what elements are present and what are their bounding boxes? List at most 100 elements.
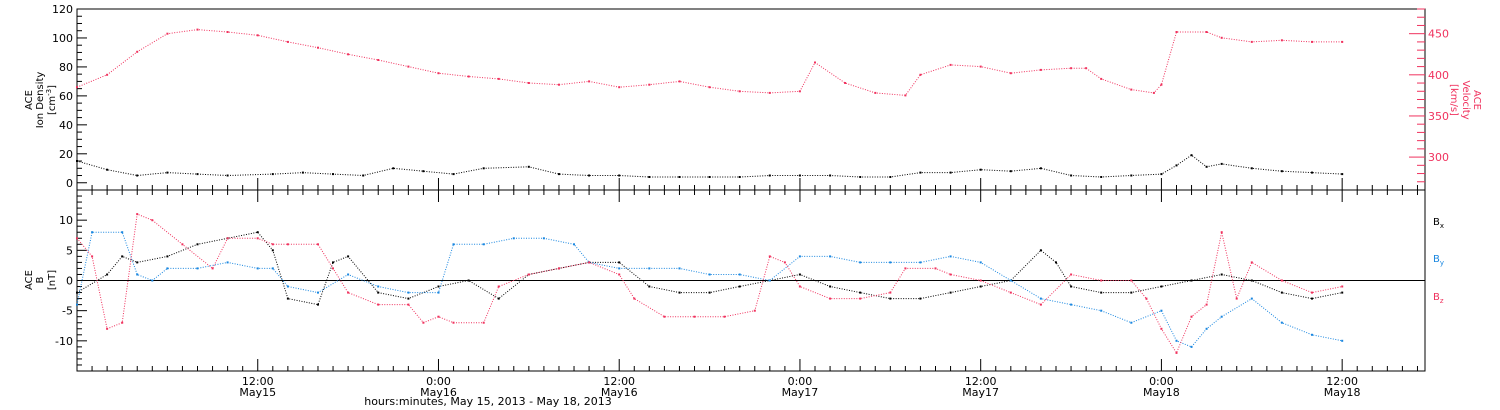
bx-point (1160, 285, 1163, 288)
b-tick-label: -10 (55, 335, 73, 348)
density-point (527, 165, 530, 168)
by-point (678, 267, 681, 270)
velocity-point (588, 80, 591, 83)
bx-point (798, 273, 801, 276)
velocity-point (1311, 40, 1313, 43)
velocity-unit: [km/s] (1448, 84, 1459, 116)
density-point (136, 174, 139, 177)
density-point (1250, 167, 1253, 170)
b-label-line2: B (35, 276, 46, 283)
x-tick-time: 12:00 (965, 375, 997, 388)
velocity-point (814, 61, 816, 64)
by-point (286, 285, 289, 288)
by-point (1130, 321, 1133, 324)
series-by (76, 231, 1344, 348)
velocity-point (226, 31, 229, 33)
bx-point (829, 285, 832, 288)
velocity-point (527, 82, 530, 84)
density-point (1280, 170, 1283, 173)
density-point (196, 173, 199, 176)
by-point (347, 273, 350, 276)
by-point (1190, 345, 1193, 348)
bx-point (1130, 291, 1133, 294)
bz-point (1160, 327, 1163, 330)
bx-point (121, 255, 124, 258)
top-panel-ticks: 0 20 40 60 80 100 120 300 350 400 450 (52, 3, 1449, 190)
density-point (588, 174, 591, 177)
bx-point (859, 291, 862, 294)
bz-trace (76, 213, 1343, 354)
bz-point (106, 327, 109, 330)
by-point (829, 255, 832, 258)
by-point (452, 243, 455, 246)
bz-point (693, 315, 696, 318)
legend: Bx By Bz (1433, 217, 1444, 305)
by-point (1280, 321, 1283, 324)
bx-point (949, 291, 952, 294)
by-point (949, 255, 952, 258)
by-point (979, 261, 982, 264)
density-point (919, 171, 922, 174)
top-panel-frame (76, 8, 1426, 191)
velocity-tick-label: 300 (1428, 151, 1449, 164)
density-tick-label: 120 (52, 3, 73, 16)
velocity-point (768, 91, 771, 94)
velocity-point (317, 46, 319, 49)
x-tick-time: 0:00 (788, 375, 813, 388)
by-point (196, 267, 199, 270)
density-tick-label: 0 (66, 177, 73, 190)
velocity-point (377, 59, 380, 61)
velocity-point (1039, 68, 1042, 71)
density-point (1130, 174, 1133, 177)
by-point (648, 267, 651, 270)
series-bz (76, 213, 1344, 354)
bz-point (407, 303, 410, 306)
legend-bx: Bx (1433, 217, 1444, 230)
bz-point (497, 285, 500, 288)
density-point (1205, 165, 1208, 168)
by-point (1311, 333, 1313, 336)
velocity-tick-label: 400 (1428, 69, 1449, 82)
by-point (377, 285, 380, 288)
bx-point (286, 297, 289, 300)
density-point (1100, 176, 1103, 178)
density-point (949, 171, 952, 174)
density-label-line2: Ion Density (35, 72, 46, 129)
b-tick-label: 0 (66, 275, 73, 288)
velocity-point (738, 90, 741, 93)
velocity-label-line2: Velocity (1460, 80, 1471, 119)
bz-point (121, 321, 124, 324)
bz-point (317, 243, 319, 246)
legend-by: By (1433, 254, 1444, 267)
bz-point (256, 237, 259, 240)
bz-point (1039, 303, 1042, 306)
bx-point (919, 297, 922, 300)
velocity-point (708, 86, 711, 89)
by-point (1175, 339, 1178, 342)
velocity-point (558, 83, 560, 86)
velocity-point (618, 86, 621, 89)
bz-point (151, 219, 154, 222)
density-point (618, 174, 621, 177)
x-tick-date: May18 (1324, 386, 1361, 399)
density-tick-label: 40 (59, 119, 73, 132)
by-point (317, 291, 319, 294)
velocity-point (648, 83, 651, 86)
density-point (422, 170, 425, 173)
x-tick-date: May15 (239, 386, 276, 399)
b-axis-label: ACE B [nT] (24, 270, 58, 290)
bz-point (136, 213, 139, 216)
density-point (558, 173, 560, 176)
velocity-point (1009, 72, 1012, 75)
density-point (76, 160, 78, 162)
bz-point (377, 303, 380, 306)
bz-point (859, 297, 862, 300)
velocity-point (979, 65, 982, 68)
density-point (1190, 154, 1193, 157)
by-point (708, 273, 711, 276)
bx-point (196, 243, 199, 246)
b-tick-label: 10 (59, 214, 73, 227)
velocity-point (1152, 91, 1155, 94)
bx-point (1190, 279, 1193, 282)
velocity-point (407, 65, 410, 68)
